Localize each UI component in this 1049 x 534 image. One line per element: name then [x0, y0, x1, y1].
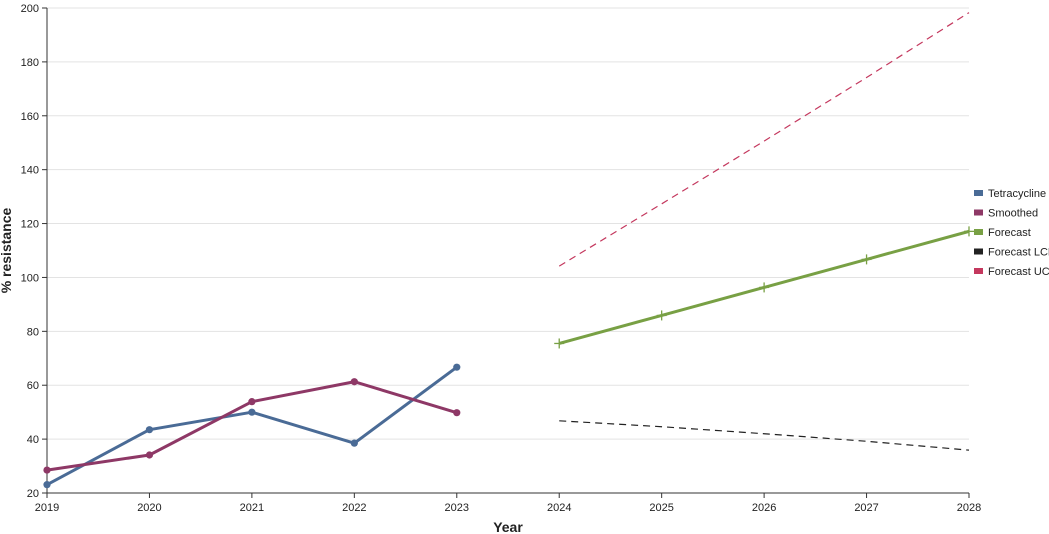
tetracycline-point [145, 426, 154, 434]
legend-swatch [974, 248, 983, 255]
series [43, 12, 974, 489]
forecast-lcl-line [559, 420, 970, 451]
legend-label: Smoothed [988, 208, 1038, 220]
y-tick-label: 80 [27, 326, 39, 338]
y-tick-label: 100 [21, 272, 39, 284]
legend-label: Forecast [988, 227, 1031, 239]
y-tick-label: 160 [21, 111, 39, 123]
x-tick-label: 2028 [957, 502, 981, 514]
x-axis-ticks: 2019 2020 2021 2022 2023 2024 2025 2026 2027 2028 [35, 493, 981, 514]
y-tick-label: 180 [21, 57, 39, 69]
smoothed-line [46, 380, 458, 472]
tetracycline-point [453, 363, 461, 371]
y-tick-label: 140 [21, 165, 39, 177]
smoothed-point [453, 409, 461, 417]
forecast-point [861, 254, 872, 265]
x-tick-label: 2025 [649, 502, 673, 514]
forecast-lcl-series [559, 420, 970, 451]
tetracycline-series [43, 363, 461, 489]
legend: Tetracycline Smoothed Forecast Forecast LCL… [974, 188, 1049, 278]
y-tick-label: 20 [27, 488, 39, 500]
forecast-point [656, 310, 667, 321]
legend-label: Tetracycline [988, 188, 1046, 200]
x-tick-label: 2027 [854, 502, 878, 514]
x-tick-label: 2023 [445, 502, 469, 514]
y-axis-title: % resistance [0, 207, 14, 293]
x-tick-label: 2022 [342, 502, 366, 514]
legend-label: Forecast LCL [988, 247, 1049, 259]
smoothed-point [350, 378, 358, 386]
y-tick-label: 200 [21, 3, 39, 15]
legend-swatch [974, 229, 983, 235]
smoothed-point [145, 451, 154, 459]
y-tick-label: 120 [21, 219, 39, 231]
legend-swatch [974, 268, 983, 274]
forecast-ucl-series [558, 12, 970, 267]
axes [46, 8, 969, 494]
x-tick-label: 2020 [137, 502, 161, 514]
tetracycline-point [43, 481, 51, 489]
gridlines [47, 7, 969, 440]
x-tick-label: 2019 [35, 502, 59, 514]
smoothed-point [248, 398, 256, 406]
x-tick-label: 2021 [240, 502, 264, 514]
y-axis-ticks: 20 40 60 80 100 120 140 160 180 200 [21, 3, 47, 500]
x-tick-label: 2026 [752, 502, 776, 514]
forecast-point [554, 338, 565, 349]
legend-item-forecast-ucl: Forecast UCL [974, 266, 1049, 278]
legend-swatch [974, 209, 983, 216]
x-tick-label: 2024 [547, 502, 571, 514]
y-tick-label: 60 [27, 380, 39, 392]
smoothed-series [43, 378, 461, 474]
legend-item-smoothed: Smoothed [974, 208, 1038, 220]
x-axis-title: Year [493, 519, 523, 534]
forecast-point [759, 282, 770, 293]
legend-item-forecast: Forecast [974, 227, 1031, 239]
legend-item-tetracycline: Tetracycline [974, 188, 1046, 200]
tetracycline-point [248, 408, 256, 416]
tetracycline-point [350, 439, 358, 447]
legend-swatch [974, 190, 983, 196]
legend-item-forecast-lcl: Forecast LCL [974, 247, 1049, 259]
smoothed-point [43, 466, 51, 474]
forecast-point [964, 226, 974, 237]
forecast-series [554, 226, 974, 349]
legend-label: Forecast UCL [988, 266, 1049, 278]
forecast-ucl-line [558, 12, 970, 267]
y-tick-label: 40 [27, 434, 39, 446]
